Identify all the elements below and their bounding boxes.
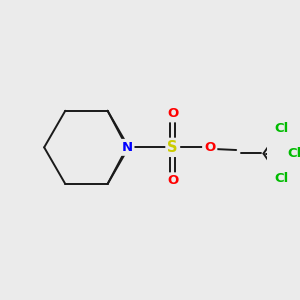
Text: N: N [122,141,133,154]
Text: O: O [204,141,215,154]
Text: Cl: Cl [274,172,288,185]
Text: Cl: Cl [287,147,300,160]
Text: O: O [167,107,178,120]
Text: Cl: Cl [274,122,288,135]
Text: O: O [167,174,178,187]
Text: S: S [167,140,178,155]
